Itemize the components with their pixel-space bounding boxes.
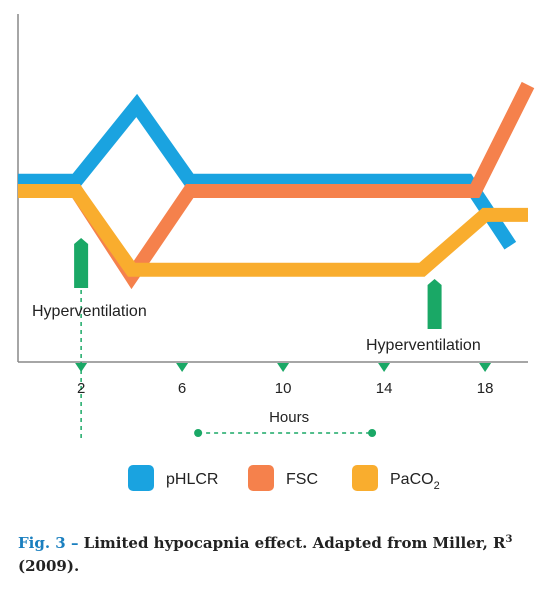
- x-tick-label: 2: [77, 380, 85, 397]
- chart-annotations: Hyperventilation Hyperventilation: [32, 238, 481, 442]
- x-tick-marker: [277, 363, 290, 372]
- hyperventilation-arrow-1: [74, 238, 89, 288]
- x-axis-ticks: 2 6 10 14 18: [75, 363, 493, 437]
- annotation-label-2: Hyperventilation: [366, 337, 481, 354]
- caption-text: Limited hypocapnia effect. Adapted from …: [78, 534, 506, 552]
- x-axis-title: Hours: [269, 409, 309, 426]
- series-line-paco: [18, 184, 528, 277]
- legend-swatch-paco: [352, 465, 378, 491]
- x-tick-label: 6: [178, 380, 186, 397]
- x-tick-label: 14: [376, 380, 393, 397]
- x-tick-marker: [75, 363, 88, 372]
- figure-caption: Fig. 3 – Limited hypocapnia effect. Adap…: [18, 528, 538, 578]
- hours-span-start-dot: [194, 429, 203, 437]
- legend-label-paco: PaCO2: [390, 471, 440, 492]
- figure-label: Fig. 3 –: [18, 534, 79, 552]
- legend-label-fsc: FSC: [286, 471, 318, 488]
- chart-series: [18, 81, 535, 290]
- x-tick-marker: [176, 363, 189, 372]
- annotation-label-1: Hyperventilation: [32, 303, 147, 320]
- line-chart: Hyperventilation Hyperventilation 2 6 10 14 1…: [17, 14, 535, 492]
- legend-swatch-phlcr: [128, 465, 154, 491]
- caption-superscript: 3: [505, 534, 513, 545]
- x-tick-marker: [479, 363, 492, 372]
- x-tick-label: 18: [477, 380, 494, 397]
- caption-year: (2009).: [18, 557, 80, 575]
- hours-span-end-dot: [368, 429, 377, 437]
- legend-label-phlcr: pHLCR: [166, 471, 218, 488]
- hyperventilation-arrow-2: [427, 279, 442, 329]
- x-tick-label: 10: [275, 380, 292, 397]
- legend: pHLCR FSC PaCO2: [128, 465, 440, 492]
- legend-swatch-fsc: [248, 465, 274, 491]
- x-tick-marker: [378, 363, 391, 372]
